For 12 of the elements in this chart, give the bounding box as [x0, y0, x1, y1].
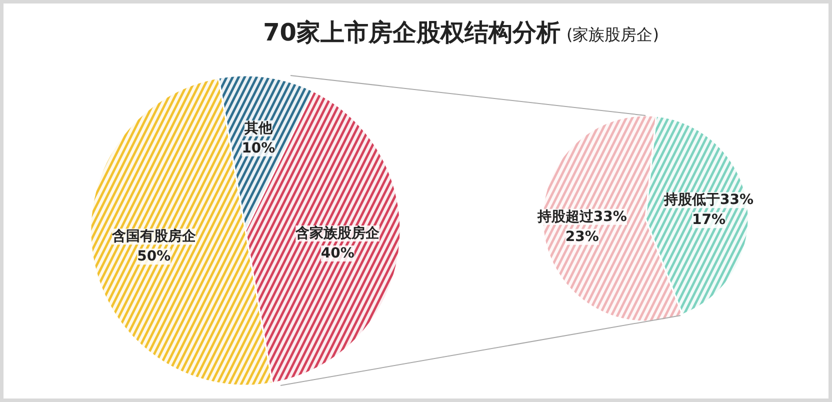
chart-title: 70家上市房企股权结构分析 [263, 18, 561, 46]
slice-label: 其他 [243, 120, 274, 136]
data-label: 50% [137, 248, 171, 265]
data-label: 10% [242, 140, 276, 156]
text: (家族股房企) [566, 25, 659, 44]
slice-label: 持股低于33% [663, 192, 754, 208]
slice-label: 含国有股房企 [110, 228, 197, 245]
slice-label: 含家族股房企 [294, 224, 381, 242]
data-label: 17% [692, 212, 726, 228]
data-label: 23% [565, 228, 599, 245]
slice-label: 持股超过33% [536, 208, 627, 225]
data-label: 40% [320, 245, 354, 262]
